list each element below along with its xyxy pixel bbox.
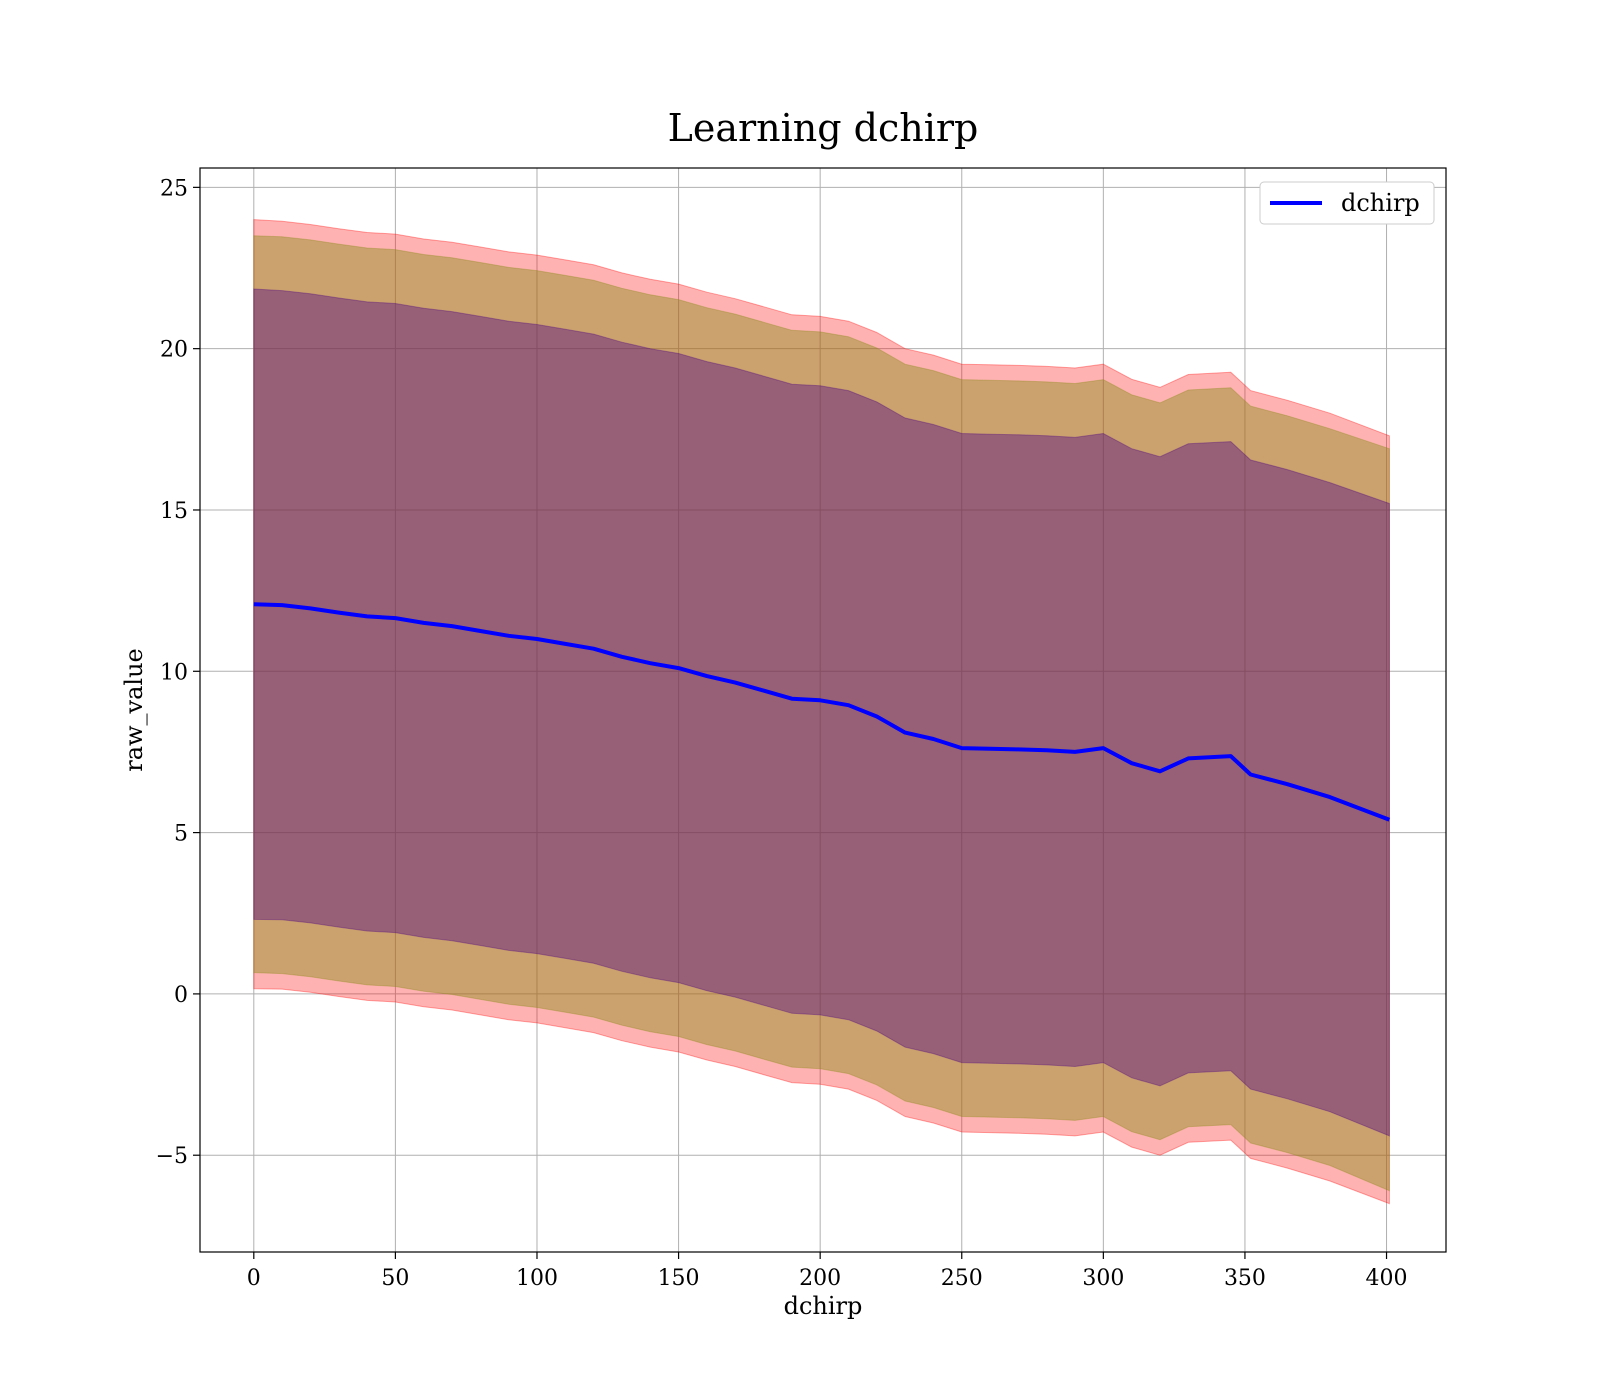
- y-tick-label: −5: [156, 1144, 188, 1169]
- x-tick-label: 150: [658, 1266, 700, 1291]
- x-axis-ticks: 0 50 100 150 200 250 300 350 400: [247, 1252, 1408, 1291]
- plot-area: [199, 167, 1447, 1253]
- x-axis-label: dchirp: [784, 1292, 863, 1320]
- y-tick-label: 0: [174, 983, 188, 1008]
- plot-frame: [199, 167, 1447, 1253]
- chart-title: Learning dchirp: [668, 106, 979, 150]
- y-tick-label: 10: [160, 660, 188, 685]
- series-lines: [253, 602, 1391, 822]
- band-outer: [253, 219, 1390, 1205]
- band-inner: [253, 288, 1390, 1137]
- x-tick-label: 200: [799, 1266, 841, 1291]
- x-tick-label: 50: [381, 1266, 409, 1291]
- y-tick-label: 20: [160, 338, 188, 363]
- legend-entry-dchirp: dchirp: [1341, 189, 1420, 217]
- x-tick-label: 100: [516, 1266, 558, 1291]
- y-tick-label: 25: [160, 176, 188, 201]
- y-axis-ticks: −5 0 5 10 15 20 25: [156, 176, 200, 1169]
- band-middle: [253, 235, 1390, 1192]
- y-axis-label: raw_value: [120, 648, 148, 772]
- x-tick-label: 250: [941, 1266, 983, 1291]
- legend-box: [1259, 181, 1435, 225]
- legend: dchirp: [1259, 181, 1435, 225]
- confidence-bands: [253, 219, 1390, 1205]
- y-tick-label: 5: [174, 822, 188, 847]
- x-tick-label: 350: [1224, 1266, 1266, 1291]
- x-tick-label: 400: [1366, 1266, 1408, 1291]
- y-tick-label: 15: [160, 499, 188, 524]
- x-tick-label: 300: [1082, 1266, 1124, 1291]
- grid: [200, 168, 1446, 1252]
- series-line-dchirp: [253, 602, 1391, 822]
- x-tick-label: 0: [247, 1266, 261, 1291]
